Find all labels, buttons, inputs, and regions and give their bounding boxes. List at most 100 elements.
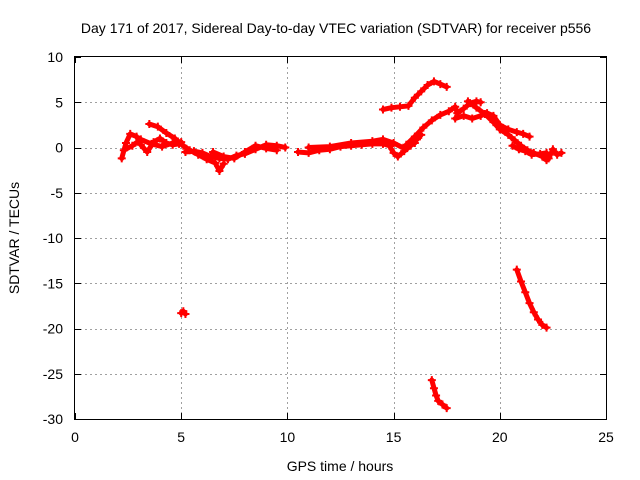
data-point (410, 93, 419, 102)
data-point (427, 116, 436, 125)
data-point (444, 107, 453, 116)
data-point (404, 101, 413, 110)
data-point (132, 132, 141, 141)
data-point (209, 148, 218, 157)
data-point (389, 148, 398, 157)
data-point (534, 315, 543, 324)
data-point (162, 129, 171, 138)
data-point (262, 144, 271, 153)
data-point (219, 152, 228, 161)
data-point (525, 299, 534, 308)
data-point (402, 140, 411, 149)
data-point (438, 400, 447, 409)
y-tick-label: -30 (43, 411, 63, 427)
y-axis-tick-labels: -30 -25 -20 -15 -10 -5 0 5 10 (43, 49, 63, 427)
chart-title: Day 171 of 2017, Sidereal Day-to-day VTE… (81, 20, 591, 36)
y-tick-label: -10 (43, 230, 63, 246)
data-point (521, 288, 530, 297)
data-point (378, 135, 387, 144)
data-point (417, 87, 426, 96)
data-point (121, 138, 130, 147)
data-point (514, 145, 523, 154)
data-point (434, 396, 443, 405)
data-point (557, 148, 566, 157)
y-tick-label: 5 (55, 94, 63, 110)
y-tick-label: 10 (47, 49, 63, 65)
x-tick-label: 0 (71, 429, 79, 445)
grid-lines (75, 57, 606, 419)
data-point (240, 148, 249, 157)
x-axis-tick-labels: 0 5 10 15 20 25 (71, 429, 614, 445)
data-point (143, 148, 152, 157)
data-point (451, 102, 460, 111)
data-point (542, 323, 551, 332)
data-point (451, 114, 460, 123)
data-point (436, 110, 445, 119)
data-point (442, 82, 451, 91)
data-point (459, 104, 468, 113)
data-point (459, 111, 468, 120)
x-tick-label: 20 (492, 429, 508, 445)
data-point (423, 81, 432, 90)
y-tick-label: 0 (55, 140, 63, 156)
y-axis-label: SDTVAR / TECUs (6, 182, 22, 294)
data-point (476, 98, 485, 107)
data-point (378, 105, 387, 114)
data-point (272, 146, 281, 155)
data-point (463, 97, 472, 106)
plot-frame (74, 56, 607, 420)
data-point (527, 150, 536, 159)
data-point (529, 308, 538, 317)
y-tick-label: -15 (43, 275, 63, 291)
data-point (544, 154, 553, 163)
data-point (206, 152, 215, 161)
data-point (442, 404, 451, 413)
x-tick-label: 25 (598, 429, 614, 445)
data-point (211, 158, 220, 167)
data-point (410, 132, 419, 141)
data-point (158, 142, 167, 151)
data-point (472, 103, 481, 112)
data-point (145, 119, 154, 128)
data-point (395, 102, 404, 111)
series-arc-9 (380, 78, 450, 112)
data-point (553, 150, 562, 159)
data-point (548, 145, 557, 154)
data-point (512, 128, 521, 137)
x-tick-label: 5 (177, 429, 185, 445)
data-point (419, 123, 428, 132)
data-point (508, 141, 517, 150)
data-point (347, 138, 356, 147)
data-point (393, 152, 402, 161)
data-series (117, 77, 566, 413)
y-tick-label: -5 (51, 185, 64, 201)
data-point (294, 148, 303, 157)
data-point (119, 146, 128, 155)
data-point (179, 141, 188, 150)
data-point (168, 138, 177, 147)
data-point (427, 376, 436, 385)
data-point (517, 277, 526, 286)
axis-ticks (75, 57, 607, 420)
data-point (495, 125, 504, 134)
data-point (429, 384, 438, 393)
data-point (519, 129, 528, 138)
data-point (521, 147, 530, 156)
data-point (525, 132, 534, 141)
data-point (170, 134, 179, 143)
data-point (468, 114, 477, 123)
data-point (155, 134, 164, 143)
y-tick-label: -25 (43, 366, 63, 382)
data-point (387, 103, 396, 112)
data-point (489, 118, 498, 127)
data-point (436, 80, 445, 89)
data-point (147, 139, 156, 148)
data-point (189, 147, 198, 156)
data-point (215, 167, 224, 176)
data-point (304, 143, 313, 152)
data-point (538, 320, 547, 329)
data-point (480, 110, 489, 119)
y-tick-label: -20 (43, 321, 63, 337)
data-point (181, 148, 190, 157)
